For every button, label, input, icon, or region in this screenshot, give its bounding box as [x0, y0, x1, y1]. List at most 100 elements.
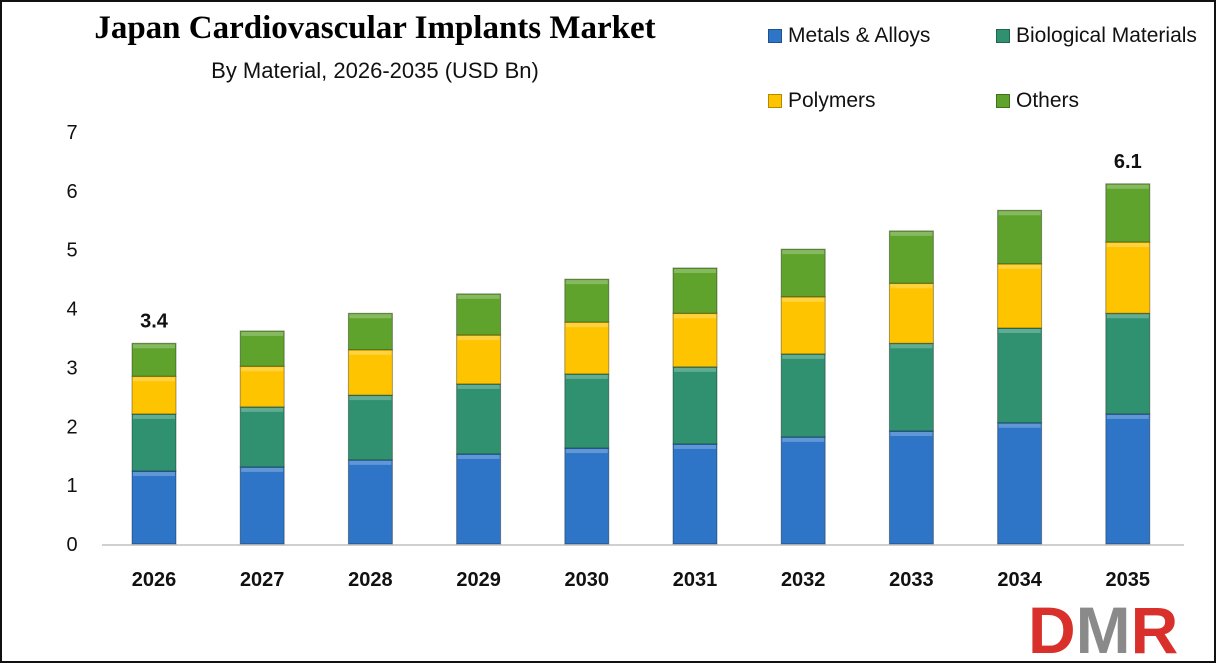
- bar-bevel: [998, 328, 1041, 333]
- bar-segment-2034-biological-materials: [997, 327, 1043, 424]
- x-tick-label: 2027: [240, 569, 285, 591]
- bar-bevel: [565, 449, 608, 454]
- bar-segment-2033-metals-alloys: [888, 430, 934, 545]
- dmr-logo-text: DMR: [1028, 597, 1178, 657]
- bar-segment-2035-biological-materials: [1105, 312, 1151, 415]
- data-label: 3.4: [140, 310, 169, 332]
- y-tick-label: 0: [66, 534, 77, 556]
- bar-segment-2026-metals-alloys: [131, 470, 177, 545]
- legend-label: Metals & Alloys: [788, 24, 931, 47]
- bar-bevel: [890, 284, 933, 289]
- bar-bevel: [565, 323, 608, 328]
- bar-bevel: [782, 297, 825, 302]
- bar-bevel: [133, 377, 175, 382]
- x-tick-label: 2031: [673, 569, 718, 591]
- bar-bevel: [565, 374, 608, 379]
- bar-segment-2035-polymers: [1105, 241, 1151, 314]
- bar-bevel: [133, 414, 175, 419]
- bar-bevel: [998, 264, 1041, 269]
- y-tick-label: 2: [66, 416, 77, 438]
- bar-segment-2027-metals-alloys: [239, 466, 285, 545]
- bar-segment-2033-biological-materials: [888, 342, 934, 432]
- y-tick-label: 4: [66, 299, 77, 321]
- bar-bevel: [1106, 243, 1149, 248]
- bar-segment-2033-polymers: [888, 282, 934, 344]
- bar-bevel: [890, 231, 933, 236]
- bar-segment-2031-others: [672, 267, 718, 314]
- bar-bevel: [457, 294, 500, 299]
- bar-segment-2030-others: [564, 278, 610, 323]
- legend-swatch-others: [996, 94, 1010, 108]
- x-tick-label: 2032: [781, 569, 826, 591]
- bar-bevel: [133, 344, 175, 349]
- bar-bevel: [1106, 414, 1149, 419]
- bar-segment-2035-metals-alloys: [1105, 413, 1151, 545]
- bar-segment-2035-others: [1105, 183, 1151, 243]
- bar-segment-2030-polymers: [564, 321, 610, 375]
- bar-segment-2029-metals-alloys: [456, 453, 502, 545]
- bar-bevel: [782, 250, 825, 255]
- bar-bevel: [457, 336, 500, 341]
- bar-segment-2032-polymers: [780, 296, 826, 355]
- bar-segment-2033-others: [888, 230, 934, 284]
- bar-segment-2032-others: [780, 248, 826, 298]
- bar-segment-2028-others: [347, 312, 393, 351]
- bar-bevel: [349, 350, 392, 355]
- legend-swatch-biological: [996, 29, 1010, 43]
- bar-segment-2029-others: [456, 293, 502, 336]
- bar-bevel: [890, 344, 933, 349]
- y-tick-label: 5: [66, 240, 77, 262]
- bar-segment-2031-biological-materials: [672, 366, 718, 445]
- bar-bevel: [457, 454, 500, 459]
- y-tick-label: 7: [66, 122, 77, 144]
- y-tick-label: 1: [66, 475, 77, 497]
- legend-item-polymers: Polymers: [768, 89, 876, 113]
- bar-segment-2026-others: [131, 342, 177, 377]
- bar-bevel: [241, 331, 284, 336]
- bar-bevel: [349, 460, 392, 465]
- x-tick-label: 2026: [132, 569, 177, 591]
- bar-bevel: [1106, 184, 1149, 189]
- legend-swatch-metals: [768, 29, 782, 43]
- bar-segment-2027-others: [239, 330, 285, 367]
- bar-bevel: [674, 268, 716, 273]
- bar-bevel: [133, 472, 175, 477]
- bar-segment-2030-biological-materials: [564, 373, 610, 449]
- x-tick-label: 2033: [889, 569, 934, 591]
- legend-item-others: Others: [996, 89, 1079, 113]
- bar-bevel: [241, 407, 284, 412]
- bar-segment-2032-metals-alloys: [780, 436, 826, 545]
- bar-segment-2034-others: [997, 209, 1043, 265]
- bar-bevel: [998, 211, 1041, 216]
- x-tick-label: 2028: [348, 569, 393, 591]
- bar-bevel: [1106, 314, 1149, 319]
- bar-bevel: [998, 423, 1041, 428]
- bar-segment-2028-polymers: [347, 349, 393, 396]
- legend-label: Others: [1016, 89, 1080, 112]
- bar-segment-2029-biological-materials: [456, 383, 502, 455]
- bar-segment-2027-polymers: [239, 365, 285, 408]
- bar-bevel: [782, 354, 825, 359]
- legend-swatch-polymers: [768, 94, 782, 108]
- bar-segment-2026-polymers: [131, 375, 177, 415]
- bar-bevel: [674, 444, 716, 449]
- bar-segment-2030-metals-alloys: [564, 447, 610, 545]
- x-tick-label: 2030: [565, 569, 610, 591]
- x-tick-label: 2034: [997, 569, 1042, 591]
- dmr-logo: DMR: [1028, 597, 1178, 657]
- bar-segment-2034-polymers: [997, 263, 1043, 329]
- bar-segment-2032-biological-materials: [780, 353, 826, 438]
- bar-bevel: [349, 314, 392, 319]
- bar-segment-2031-metals-alloys: [672, 443, 718, 545]
- bar-segment-2031-polymers: [672, 312, 718, 368]
- data-label: 6.1: [1114, 151, 1142, 173]
- bar-segment-2029-polymers: [456, 334, 502, 385]
- y-tick-label: 3: [66, 357, 77, 379]
- bar-segment-2027-biological-materials: [239, 406, 285, 468]
- bar-segment-2026-biological-materials: [131, 413, 177, 472]
- bar-bevel: [241, 467, 284, 472]
- bar-bevel: [674, 367, 716, 372]
- legend-item-biological: Biological Materials: [996, 24, 1197, 48]
